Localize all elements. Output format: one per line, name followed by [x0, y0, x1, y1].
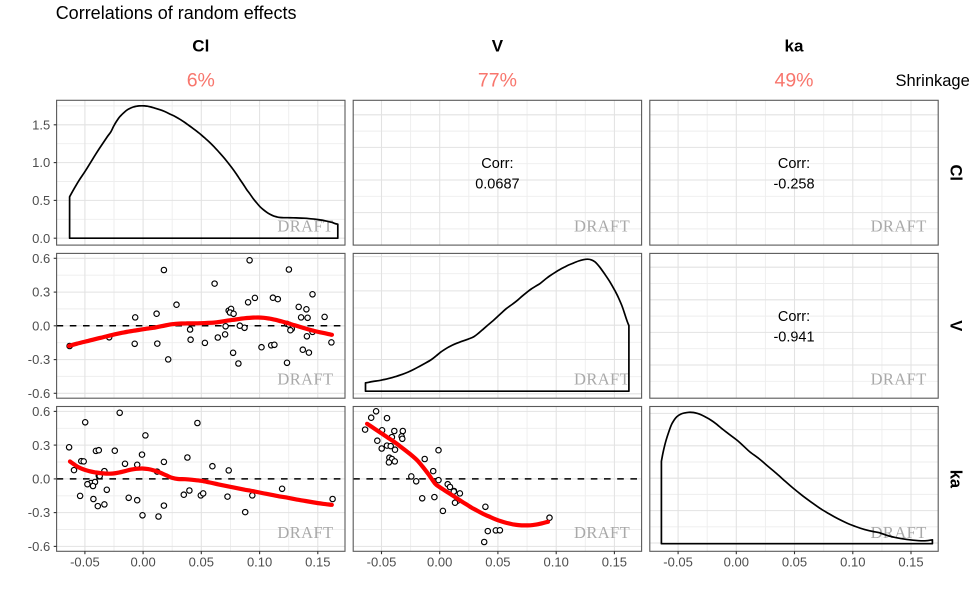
- svg-text:0.15: 0.15: [305, 555, 330, 570]
- svg-text:DRAFT: DRAFT: [277, 523, 333, 542]
- svg-text:0.00: 0.00: [724, 555, 749, 570]
- svg-text:0.0: 0.0: [32, 472, 50, 487]
- svg-text:0.05: 0.05: [189, 555, 214, 570]
- svg-text:0.3: 0.3: [32, 285, 50, 300]
- svg-text:0.5: 0.5: [32, 193, 50, 208]
- svg-text:-0.6: -0.6: [28, 539, 50, 554]
- svg-text:0.00: 0.00: [427, 555, 452, 570]
- svg-text:DRAFT: DRAFT: [871, 217, 927, 236]
- svg-text:ka: ka: [785, 37, 804, 56]
- svg-text:-0.3: -0.3: [28, 352, 50, 367]
- svg-text:6%: 6%: [187, 69, 215, 91]
- svg-text:0.05: 0.05: [782, 555, 807, 570]
- svg-text:-0.05: -0.05: [70, 555, 100, 570]
- svg-text:1.0: 1.0: [32, 155, 50, 170]
- svg-text:0.0687: 0.0687: [475, 177, 519, 193]
- svg-text:V: V: [947, 320, 965, 331]
- svg-text:Cl: Cl: [192, 37, 209, 56]
- svg-text:-0.3: -0.3: [28, 505, 50, 520]
- svg-text:Corr:: Corr:: [481, 156, 513, 172]
- svg-text:-0.6: -0.6: [28, 386, 50, 401]
- svg-text:DRAFT: DRAFT: [574, 370, 630, 389]
- svg-text:1.5: 1.5: [32, 117, 50, 132]
- svg-text:0.05: 0.05: [485, 555, 510, 570]
- svg-text:0.00: 0.00: [130, 555, 155, 570]
- svg-text:Corr:: Corr:: [778, 156, 810, 172]
- svg-text:0.3: 0.3: [32, 438, 50, 453]
- svg-text:Cl: Cl: [947, 165, 965, 182]
- svg-text:DRAFT: DRAFT: [277, 217, 333, 236]
- svg-text:0.6: 0.6: [32, 404, 50, 419]
- svg-text:0.0: 0.0: [32, 231, 50, 246]
- svg-text:-0.258: -0.258: [773, 177, 814, 193]
- svg-text:Corr:: Corr:: [778, 309, 810, 325]
- svg-text:77%: 77%: [478, 69, 517, 91]
- svg-text:0.10: 0.10: [247, 555, 272, 570]
- svg-text:-0.05: -0.05: [663, 555, 693, 570]
- svg-text:DRAFT: DRAFT: [871, 370, 927, 389]
- svg-text:-0.941: -0.941: [773, 330, 814, 346]
- svg-text:0.6: 0.6: [32, 251, 50, 266]
- svg-text:Shrinkage: Shrinkage: [895, 72, 969, 90]
- svg-text:0.0: 0.0: [32, 318, 50, 333]
- svg-text:0.10: 0.10: [840, 555, 865, 570]
- svg-text:Correlations of random effects: Correlations of random effects: [56, 3, 297, 23]
- svg-text:DRAFT: DRAFT: [871, 523, 927, 542]
- svg-text:DRAFT: DRAFT: [277, 370, 333, 389]
- svg-text:49%: 49%: [774, 69, 813, 91]
- svg-text:0.15: 0.15: [602, 555, 627, 570]
- svg-text:V: V: [492, 37, 504, 56]
- svg-text:0.15: 0.15: [898, 555, 923, 570]
- svg-text:ka: ka: [947, 470, 965, 489]
- svg-text:DRAFT: DRAFT: [574, 523, 630, 542]
- svg-text:0.10: 0.10: [544, 555, 569, 570]
- svg-text:-0.05: -0.05: [367, 555, 397, 570]
- svg-text:DRAFT: DRAFT: [574, 217, 630, 236]
